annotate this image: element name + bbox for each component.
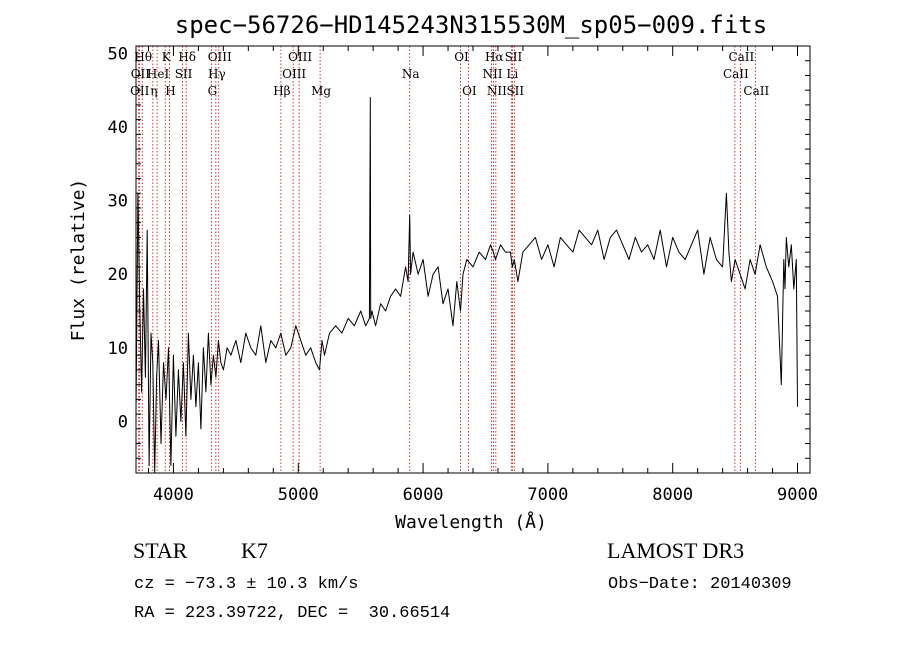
spectral-line-label: Hδ: [178, 50, 196, 64]
series-line-flux: [135, 97, 798, 474]
spectral-line-markers: [138, 46, 756, 473]
x-tick-label: 6000: [403, 485, 444, 505]
y-tick-label: 0: [118, 412, 128, 432]
spectral-line-label: OIII: [282, 67, 306, 81]
x-tick-label: 7000: [527, 485, 568, 505]
spectral-line-label: SII: [175, 67, 193, 81]
x-tick-labels: 4000 5000 6000 7000 8000 9000: [153, 485, 818, 505]
spectral-line-label: Na: [402, 67, 420, 81]
spectral-line-label: HeI: [147, 67, 170, 81]
spectral-line-label: Hγ: [208, 67, 226, 81]
spectral-line-label: H: [165, 84, 175, 98]
y-tick-label: 40: [108, 118, 128, 138]
y-tick-labels: 0 10 20 30 40 50: [108, 44, 128, 432]
axis-ticks: [136, 46, 810, 473]
spectral-line-label: OII: [130, 84, 150, 98]
spectral-line-label: NII: [487, 84, 507, 98]
spectral-line-label: OIII: [208, 50, 232, 64]
spectral-line-label: CaII: [723, 67, 749, 81]
spectral-line-label: OIII: [288, 50, 312, 64]
spectral-line-label: SII: [505, 50, 523, 64]
spectral-line-label: SII: [506, 84, 524, 98]
spectral-line-label: K: [162, 50, 172, 64]
spectral-subclass: K7: [241, 538, 268, 563]
y-tick-label: 20: [108, 265, 128, 285]
spectral-line-labels: OIIOIIHθηHeIKHSIIHδGHγOIIIHβOIIIOIIIMgNa…: [130, 50, 769, 98]
x-axis-label: Wavelength (Å): [395, 511, 547, 533]
observation-date: Obs−Date: 20140309: [608, 575, 792, 594]
series-layer: [135, 97, 798, 474]
spectral-line-label: Hα: [485, 50, 504, 64]
y-tick-label: 50: [108, 44, 128, 64]
plot-frame: [135, 45, 811, 474]
x-tick-label: 9000: [777, 485, 818, 505]
x-tick-label: 5000: [278, 485, 319, 505]
spectral-line-label: Li: [506, 67, 518, 81]
object-class: STAR: [133, 538, 188, 563]
spectral-line-label: η: [150, 84, 157, 98]
spectral-line-label: NII: [482, 67, 502, 81]
y-tick-label: 30: [108, 192, 128, 212]
spectral-line-label: OI: [454, 50, 469, 64]
chart-title: spec−56726−HD145243N315530M_sp05−009.fit…: [175, 11, 767, 39]
spectral-line-label: Hβ: [273, 84, 290, 98]
y-tick-label: 10: [108, 339, 128, 359]
spectral-line-label: OI: [462, 84, 477, 98]
spectral-line-label: G: [208, 84, 218, 98]
spectral-line-label: Mg: [311, 84, 331, 98]
x-tick-label: 8000: [652, 485, 693, 505]
spectral-line-label: CaII: [743, 84, 769, 98]
coordinates: RA = 223.39722, DEC = 30.66514: [134, 604, 451, 623]
spectral-line-label: CaII: [728, 50, 754, 64]
x-tick-label: 4000: [153, 485, 194, 505]
y-axis-label: Flux (relative): [68, 179, 89, 342]
survey-name: LAMOST DR3: [607, 538, 745, 563]
redshift-velocity: cz = −73.3 ± 10.3 km/s: [134, 575, 359, 594]
spectral-line-label: Hθ: [134, 50, 152, 64]
